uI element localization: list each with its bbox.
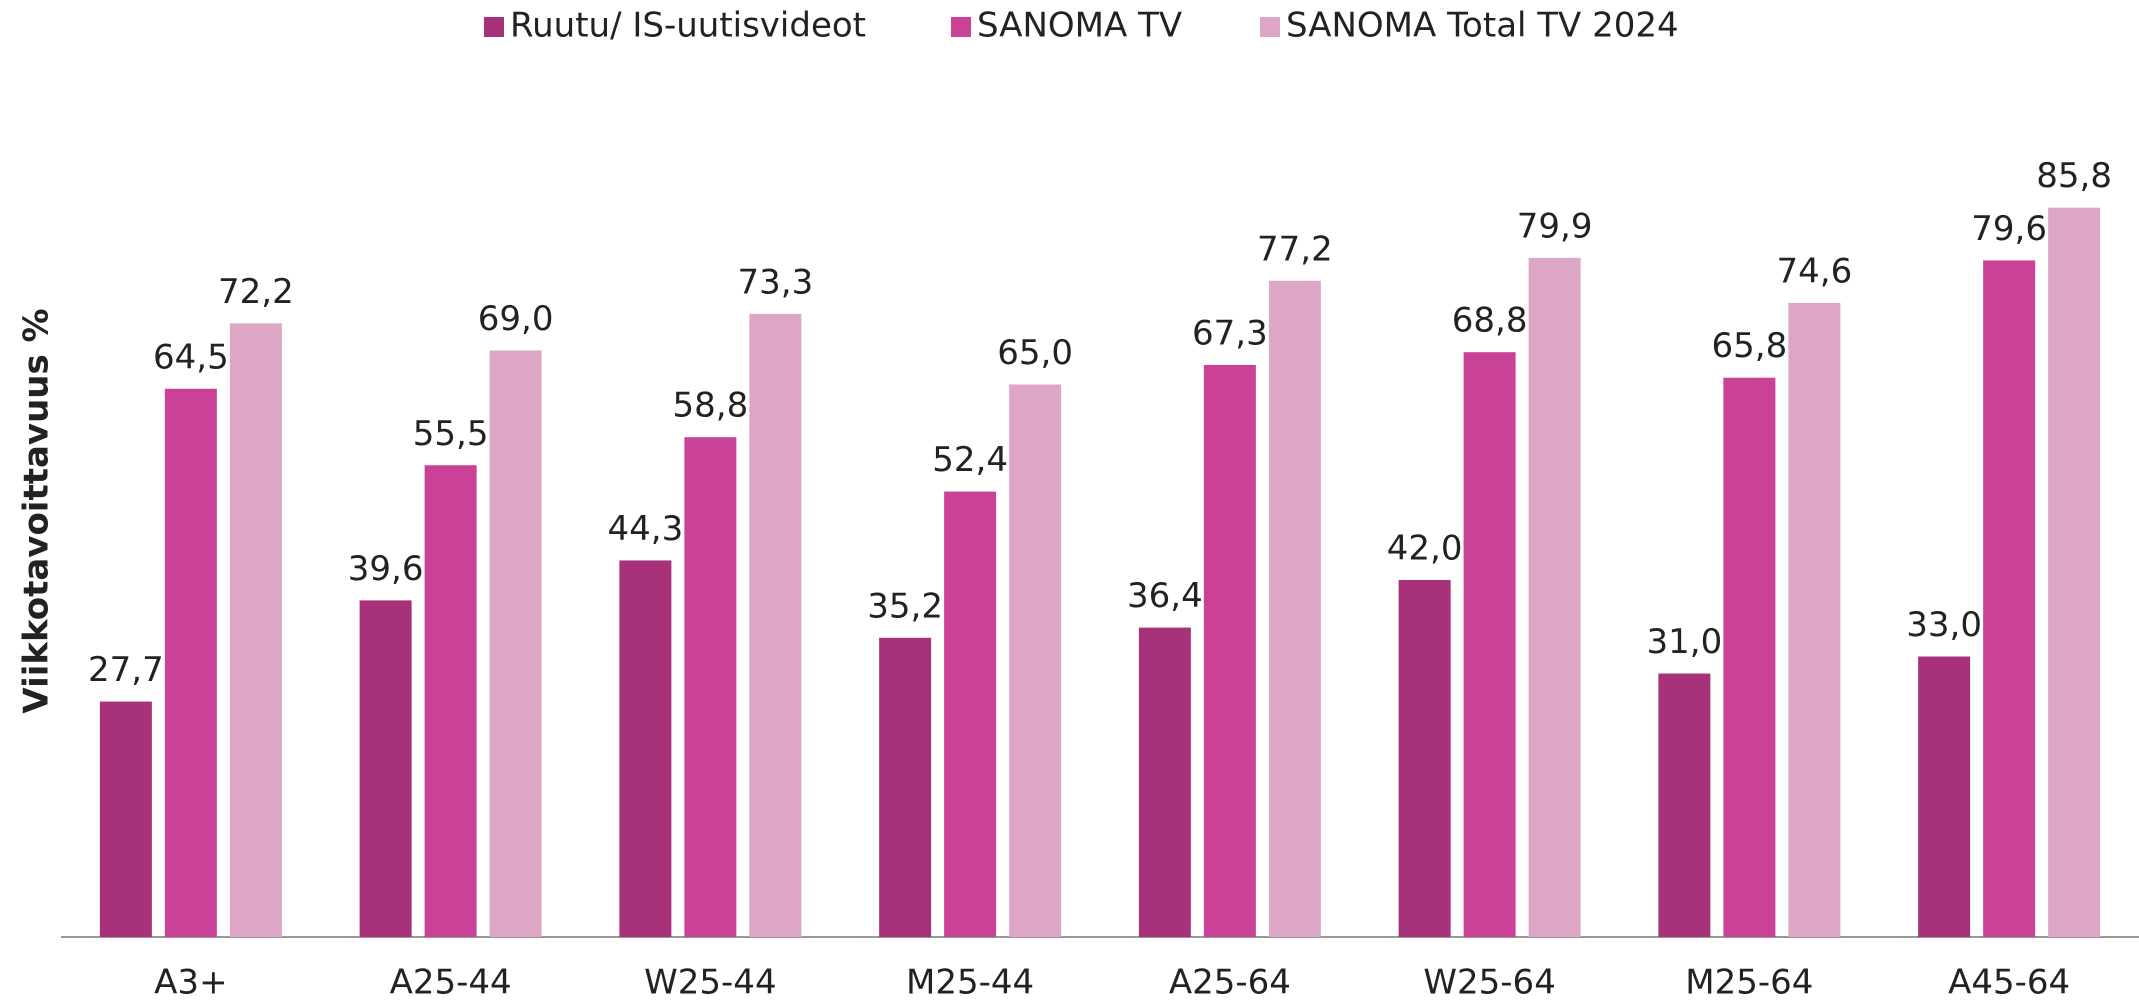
x-tick-label: A25-44 bbox=[390, 963, 512, 1000]
bar bbox=[1983, 260, 2036, 937]
bar bbox=[1788, 302, 1841, 937]
bar bbox=[944, 491, 997, 937]
bar bbox=[1203, 364, 1256, 937]
value-label: 72,2 bbox=[218, 272, 294, 312]
value-label: 35,2 bbox=[867, 586, 943, 626]
bar bbox=[424, 465, 477, 937]
value-label: 74,6 bbox=[1777, 251, 1853, 291]
x-tick-label: M25-44 bbox=[906, 963, 1034, 1000]
bar bbox=[1009, 384, 1062, 937]
x-tick-label: M25-64 bbox=[1685, 963, 1813, 1000]
bar bbox=[749, 313, 802, 937]
x-tick-label: W25-64 bbox=[1423, 963, 1555, 1000]
value-label: 42,0 bbox=[1387, 529, 1463, 569]
value-label: 65,8 bbox=[1712, 326, 1788, 366]
value-label: 44,3 bbox=[608, 509, 684, 549]
bar bbox=[1268, 280, 1321, 937]
value-label: 27,7 bbox=[88, 650, 164, 690]
legend-swatch bbox=[484, 17, 504, 37]
x-tick-label: A3+ bbox=[154, 963, 227, 1000]
legend-swatch bbox=[951, 17, 971, 37]
bar bbox=[1658, 673, 1711, 937]
bar bbox=[1918, 656, 1971, 937]
value-label: 52,4 bbox=[932, 440, 1008, 480]
bar bbox=[489, 350, 542, 937]
value-label: 39,6 bbox=[348, 549, 424, 589]
value-label: 64,5 bbox=[153, 337, 229, 377]
bar bbox=[99, 701, 152, 937]
bar bbox=[2048, 207, 2101, 937]
value-label: 31,0 bbox=[1647, 622, 1723, 662]
value-label: 73,3 bbox=[738, 262, 814, 302]
value-label: 65,0 bbox=[997, 333, 1073, 373]
x-tick-label: W25-44 bbox=[644, 963, 776, 1000]
value-label: 58,8 bbox=[673, 386, 749, 426]
x-tick-label: A45-64 bbox=[1948, 963, 2070, 1000]
bar bbox=[1723, 377, 1776, 937]
value-label: 33,0 bbox=[1906, 605, 1982, 645]
value-label: 77,2 bbox=[1257, 229, 1333, 269]
bar bbox=[879, 637, 932, 937]
value-label: 79,9 bbox=[1517, 206, 1593, 246]
bar bbox=[1528, 257, 1581, 938]
legend-label: SANOMA Total TV 2024 bbox=[1286, 6, 1679, 46]
y-axis-title: Viikkotavoittavuus % bbox=[17, 308, 57, 713]
value-label: 55,5 bbox=[413, 414, 489, 454]
bar bbox=[164, 388, 217, 937]
value-label: 79,6 bbox=[1971, 209, 2047, 249]
legend-label: SANOMA TV bbox=[977, 6, 1182, 46]
bar bbox=[1138, 627, 1191, 937]
bar bbox=[619, 560, 672, 937]
bar bbox=[359, 600, 412, 937]
bar bbox=[229, 323, 282, 937]
value-label: 68,8 bbox=[1452, 301, 1528, 341]
value-label: 67,3 bbox=[1192, 313, 1268, 353]
legend-swatch bbox=[1260, 17, 1280, 37]
bar bbox=[1463, 352, 1516, 937]
value-label: 85,8 bbox=[2036, 156, 2112, 196]
bar bbox=[684, 437, 737, 937]
value-label: 69,0 bbox=[478, 299, 554, 339]
bar bbox=[1398, 580, 1451, 937]
value-label: 36,4 bbox=[1127, 576, 1203, 616]
x-tick-label: A25-64 bbox=[1169, 963, 1291, 1000]
legend-label: Ruutu/ IS-uutisvideot bbox=[510, 6, 866, 46]
